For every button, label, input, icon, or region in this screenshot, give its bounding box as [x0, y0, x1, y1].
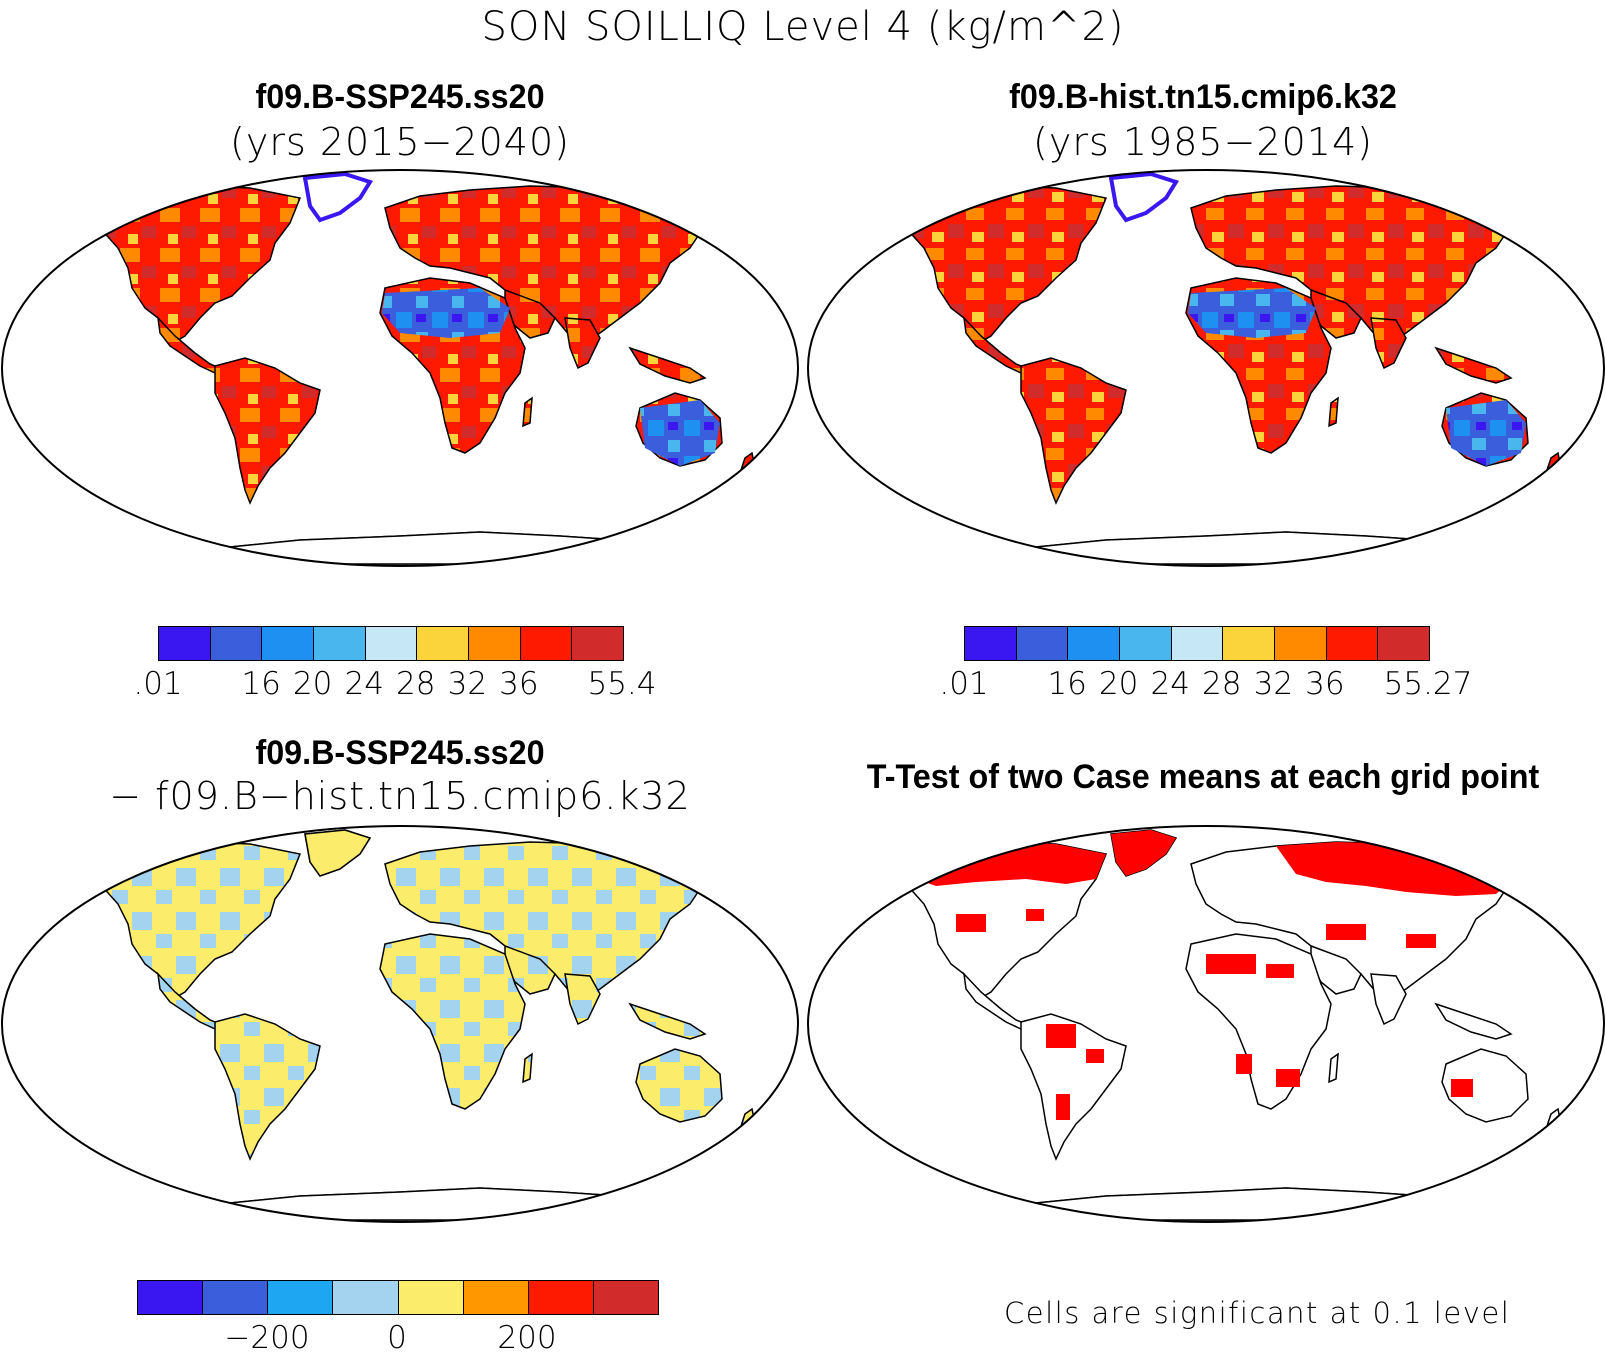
ttest-significance-note: Cells are significant at 0.1 level [1004, 1296, 1511, 1330]
colorbar-label: 24 [344, 666, 384, 702]
colorbar-label: .01 [939, 666, 989, 702]
colorbar-label: 24 [1150, 666, 1190, 702]
panel-hist-title: f09.B-hist.tn15.cmip6.k32 [1009, 78, 1397, 116]
colorbar-label: 55.4 [587, 666, 657, 702]
colorbar-hist [964, 626, 1430, 661]
colorbar-swatch [463, 1281, 529, 1314]
colorbar-label: −200 [224, 1320, 310, 1356]
colorbar-label: 36 [499, 666, 539, 702]
colorbar-label: 36 [1305, 666, 1345, 702]
colorbar-swatch [469, 627, 521, 660]
colorbar-swatch [203, 1281, 269, 1314]
map-ttest [807, 825, 1605, 1223]
panel-diff-subtitle: − f09.B−hist.tn15.cmip6.k32 [109, 774, 691, 818]
panel-hist-subtitle: (yrs 1985−2014) [1033, 120, 1373, 164]
colorbar-label: 20 [1098, 666, 1139, 702]
panel-ssp-title: f09.B-SSP245.ss20 [255, 78, 545, 116]
colorbar-label: 0 [387, 1320, 407, 1356]
colorbar-label: 32 [1253, 666, 1294, 702]
colorbar-label: 20 [292, 666, 333, 702]
colorbar-swatch [314, 627, 366, 660]
colorbar-label: .01 [133, 666, 183, 702]
colorbar-label: 28 [1202, 666, 1242, 702]
map-hist [807, 169, 1605, 567]
colorbar-swatch [417, 627, 470, 660]
colorbar-swatch [138, 1281, 204, 1314]
colorbar-swatch [262, 627, 315, 660]
colorbar-swatch [398, 1281, 464, 1314]
colorbar-swatch [1378, 627, 1430, 660]
colorbar-swatch [528, 1281, 594, 1314]
map-ssp [1, 169, 799, 567]
colorbar-swatch [593, 1281, 658, 1314]
colorbar-swatch [1275, 627, 1327, 660]
colorbar-swatch [210, 627, 263, 660]
colorbar-swatch [1171, 627, 1224, 660]
colorbar-swatch [1223, 627, 1276, 660]
map-diff [1, 825, 799, 1223]
colorbar-swatch [572, 627, 624, 660]
colorbar-swatch [365, 627, 418, 660]
colorbar-swatch [965, 627, 1017, 660]
colorbar-swatch [1120, 627, 1172, 660]
colorbar-label: 32 [447, 666, 488, 702]
colorbar-swatch [333, 1281, 399, 1314]
colorbar-swatch [1326, 627, 1379, 660]
colorbar-label: 200 [497, 1320, 557, 1356]
panel-ssp-subtitle: (yrs 2015−2040) [230, 120, 570, 164]
figure-title: SON SOILLIQ Level 4 (kg/m^2) [481, 4, 1125, 50]
colorbar-label: 28 [396, 666, 436, 702]
colorbar-swatch [1016, 627, 1069, 660]
colorbar-label: 55.27 [1383, 666, 1473, 702]
colorbar-swatch [159, 627, 211, 660]
colorbar-diff [137, 1280, 659, 1315]
colorbar-swatch [268, 1281, 334, 1314]
panel-diff-title: f09.B-SSP245.ss20 [255, 734, 545, 772]
colorbar-ssp [158, 626, 624, 661]
panel-ttest-title: T-Test of two Case means at each grid po… [866, 758, 1540, 796]
colorbar-label: 16 [1047, 666, 1087, 702]
colorbar-swatch [1068, 627, 1121, 660]
colorbar-label: 16 [241, 666, 281, 702]
colorbar-swatch [520, 627, 573, 660]
